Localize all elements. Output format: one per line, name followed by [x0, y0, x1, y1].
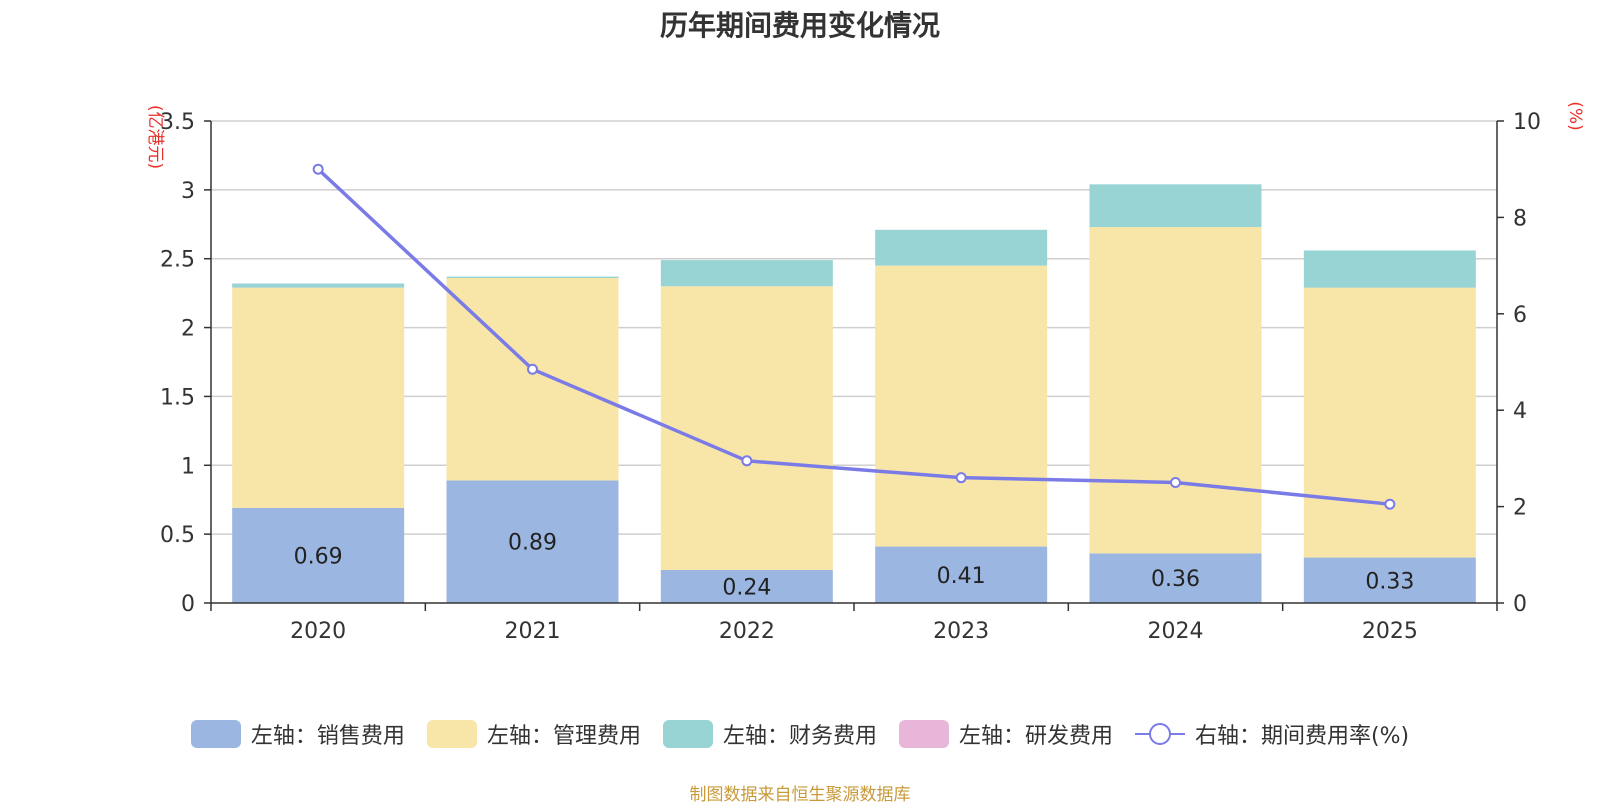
bar-segment — [1303, 287, 1476, 558]
legend-swatch — [190, 720, 241, 748]
bar-segment — [1089, 227, 1262, 554]
bar-segment — [232, 287, 405, 508]
bar-segment — [1303, 557, 1476, 603]
expense-rate-point — [1384, 498, 1396, 510]
right-axis-tick-label: 8 — [1513, 206, 1527, 231]
bar-segment — [875, 265, 1048, 547]
bar-segment — [232, 283, 405, 288]
left-axis-tick-label: 1.5 — [160, 385, 195, 410]
bar-value-label: 0.69 — [294, 544, 343, 569]
bar-segment — [660, 260, 833, 287]
expense-rate-point — [1170, 477, 1181, 488]
legend: 左轴：销售费用 左轴：管理费用 左轴：财务费用 左轴：研发费用 右轴：期间费用率(%) — [0, 718, 1600, 750]
bar-value-label: 0.24 — [722, 575, 771, 600]
left-axis-tick-label: 2 — [181, 317, 195, 342]
expense-rate-point — [527, 363, 538, 375]
left-axis-tick-label: 0.5 — [160, 523, 195, 548]
bar-segment — [660, 569, 833, 603]
bar-segment — [1089, 184, 1262, 228]
right-axis-unit-label: (%) — [1565, 101, 1585, 130]
legend-swatch — [426, 720, 477, 748]
bar-segment — [446, 276, 619, 278]
bar-value-label: 0.33 — [1365, 569, 1414, 594]
legend-item[interactable]: 左轴：管理费用 — [426, 718, 641, 750]
legend-label: 左轴：研发费用 — [958, 724, 1113, 749]
x-axis-tick-label: 2020 — [290, 619, 346, 644]
x-axis-tick-label: 2022 — [719, 619, 775, 644]
right-axis-tick-label: 0 — [1513, 592, 1527, 617]
left-axis-tick-label: 2.5 — [160, 248, 195, 273]
expense-rate-point — [955, 472, 967, 484]
bar-segment — [232, 507, 405, 603]
bar-segment — [446, 480, 619, 603]
bar-value-label: 0.89 — [508, 531, 557, 556]
source-note: 制图数据来自恒生聚源数据库 — [689, 785, 911, 805]
right-axis-tick-label: 4 — [1513, 399, 1527, 424]
legend-item[interactable]: 左轴：财务费用 — [662, 718, 877, 750]
legend-label: 左轴：管理费用 — [486, 724, 641, 749]
left-axis-tick-label: 1 — [181, 454, 195, 479]
expense-rate-point — [741, 455, 753, 467]
bar-segment — [875, 546, 1048, 603]
bar-segment — [1089, 553, 1262, 603]
chart-title: 历年期间费用变化情况 — [659, 9, 940, 42]
chart-canvas: 0 0.5 1 1.5 2 2.5 3 3.5 0 2 4 6 8 10 (亿港元) (%) 0.69 2020 0… — [145, 101, 1585, 644]
x-axis-tick-label: 2023 — [933, 619, 989, 644]
x-axis-tick-label: 2021 — [505, 619, 561, 644]
bar-value-label: 0.36 — [1151, 567, 1200, 592]
expense-rate-line — [316, 167, 1391, 506]
right-axis-tick-label: 6 — [1513, 303, 1527, 328]
bar-value-label: 0.41 — [937, 564, 986, 589]
legend-swatch — [898, 720, 949, 748]
bar-segment — [446, 277, 619, 481]
bar-segment — [660, 286, 833, 570]
expense-rate-point — [312, 163, 324, 175]
bar-segment — [875, 229, 1048, 266]
legend-label: 左轴：财务费用 — [722, 724, 877, 749]
legend-item[interactable]: 左轴：销售费用 — [190, 718, 405, 750]
legend-line-marker — [1134, 723, 1185, 745]
x-axis-tick-label: 2025 — [1362, 619, 1418, 644]
left-axis-unit-label: (亿港元) — [145, 105, 165, 169]
right-axis-tick-label: 10 — [1513, 110, 1541, 135]
left-axis-tick-label: 0 — [181, 592, 195, 617]
right-axis-tick-label: 2 — [1513, 496, 1527, 521]
legend-item[interactable]: 左轴：研发费用 — [898, 718, 1113, 750]
bar-segment — [1303, 250, 1476, 288]
legend-label: 右轴：期间费用率(%) — [1194, 724, 1410, 749]
left-axis-tick-label: 3.5 — [160, 110, 195, 135]
x-axis-tick-label: 2024 — [1148, 619, 1204, 644]
left-axis-tick-label: 3 — [181, 179, 195, 204]
legend-swatch — [662, 720, 713, 748]
legend-label: 左轴：销售费用 — [250, 724, 405, 749]
legend-item[interactable]: 右轴：期间费用率(%) — [1134, 718, 1410, 750]
